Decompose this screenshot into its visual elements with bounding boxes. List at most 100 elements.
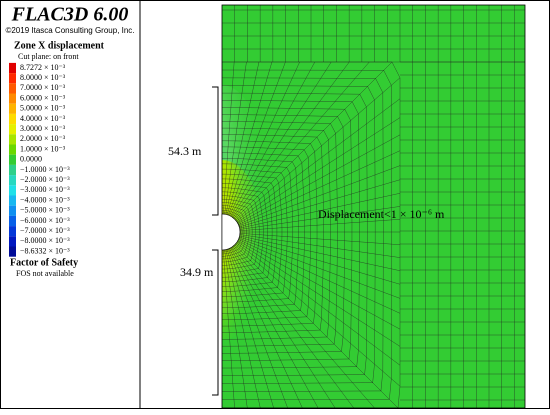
mesh-line (222, 178, 278, 287)
legend-label: −1.0000 × 10⁻³ (20, 165, 70, 174)
legend-swatch (9, 134, 16, 145)
mesh-line (222, 183, 273, 282)
legend-swatch (9, 226, 16, 237)
legend-swatch (9, 124, 16, 135)
mesh-line (237, 241, 401, 347)
mesh-line (226, 249, 274, 408)
mesh-line (222, 158, 299, 308)
mesh-line (222, 107, 353, 361)
mesh-line (222, 210, 245, 255)
mesh-line (239, 233, 401, 245)
mesh-line (233, 245, 375, 408)
mesh-line (239, 206, 401, 230)
mesh-line (231, 61, 332, 217)
mesh-line (222, 127, 331, 340)
annotation-lower: 34.9 m (180, 265, 214, 279)
mesh-line (235, 243, 401, 387)
legend-swatch (9, 144, 16, 155)
mesh-line (222, 207, 247, 257)
mesh-line (233, 61, 370, 219)
legend-label: −4.0000 × 10⁻³ (20, 195, 70, 204)
bracket-lower (212, 249, 219, 396)
mesh-line (237, 134, 401, 224)
mesh-line (232, 246, 354, 408)
legend-swatch (9, 205, 16, 216)
legend-label: 8.0000 × 10⁻³ (20, 73, 66, 82)
legend-swatch (9, 154, 16, 165)
annotation-far-field: Displacement<1 × 10⁻⁶ m (318, 207, 445, 221)
mesh-line (234, 61, 393, 220)
legend-swatch (9, 246, 16, 257)
mesh (222, 5, 525, 408)
copyright: ©2019 Itasca Consulting Group, Inc. (5, 26, 134, 35)
mesh-line (239, 236, 401, 285)
mesh-line (239, 193, 401, 229)
mesh-line (237, 240, 401, 330)
legend-swatch (9, 236, 16, 247)
bracket-upper (212, 86, 219, 216)
mesh-line (230, 247, 319, 408)
tunnel (221, 213, 241, 251)
legend-label: 1.0000 × 10⁻³ (20, 144, 66, 153)
mesh-line (238, 238, 401, 299)
mesh-line (236, 242, 401, 366)
fos-text: FOS not available (16, 269, 74, 278)
brackets (212, 86, 219, 396)
legend-label: 2.0000 × 10⁻³ (20, 134, 66, 143)
mesh-line (225, 249, 261, 408)
mesh-line (230, 61, 315, 217)
mesh-line (229, 61, 300, 216)
mesh-line (222, 100, 360, 369)
legend-swatch (9, 185, 16, 196)
mesh-line (232, 61, 350, 218)
legend-swatch (9, 175, 16, 186)
legend-label: −8.0000 × 10⁻³ (20, 236, 70, 245)
mesh-line (222, 213, 241, 251)
legend-label: −7.0000 × 10⁻³ (20, 226, 70, 235)
legend-swatch (9, 93, 16, 104)
legend-swatch (9, 103, 16, 114)
mesh-line (239, 179, 401, 228)
legend-swatch (9, 215, 16, 227)
legend-label: 8.7272 × 10⁻³ (20, 63, 66, 72)
mesh-line (222, 140, 318, 327)
mesh-line (222, 168, 288, 297)
mesh-line (239, 219, 401, 231)
mesh-line (235, 77, 401, 221)
mesh-line (222, 146, 311, 320)
legend-title: Zone X displacement (14, 40, 105, 51)
mesh-line (238, 165, 401, 226)
mesh-line (222, 134, 324, 333)
legend-label: 5.0000 × 10⁻³ (20, 104, 66, 113)
mesh-line (222, 173, 283, 292)
legend-label: −3.0000 × 10⁻³ (20, 185, 70, 194)
mesh-line (228, 61, 286, 216)
legend-swatch (9, 113, 16, 125)
mesh-line (222, 191, 264, 274)
mesh-line (228, 248, 288, 408)
mesh-line (226, 61, 273, 215)
mesh-line (222, 92, 368, 376)
mesh-line (229, 248, 303, 408)
mesh-line (222, 77, 384, 392)
mesh-line (225, 61, 260, 215)
legend-label: −8.6332 × 10⁻³ (20, 246, 70, 255)
mesh-line (239, 234, 401, 258)
mesh-line (234, 244, 399, 408)
legend-label: 3.0000 × 10⁻³ (20, 124, 66, 133)
mesh-line (222, 187, 268, 278)
mesh-line (238, 239, 401, 314)
mesh-line (239, 235, 401, 271)
mesh-line (237, 117, 401, 223)
legend-swatch (9, 195, 16, 206)
mesh-line (222, 163, 293, 303)
mesh-line (224, 61, 247, 215)
legend-swatch (9, 164, 16, 176)
legend-swatch (9, 83, 16, 94)
mesh-line (222, 195, 260, 270)
mesh-line (222, 69, 392, 400)
mesh-line (222, 85, 376, 384)
mesh-line (224, 249, 248, 408)
